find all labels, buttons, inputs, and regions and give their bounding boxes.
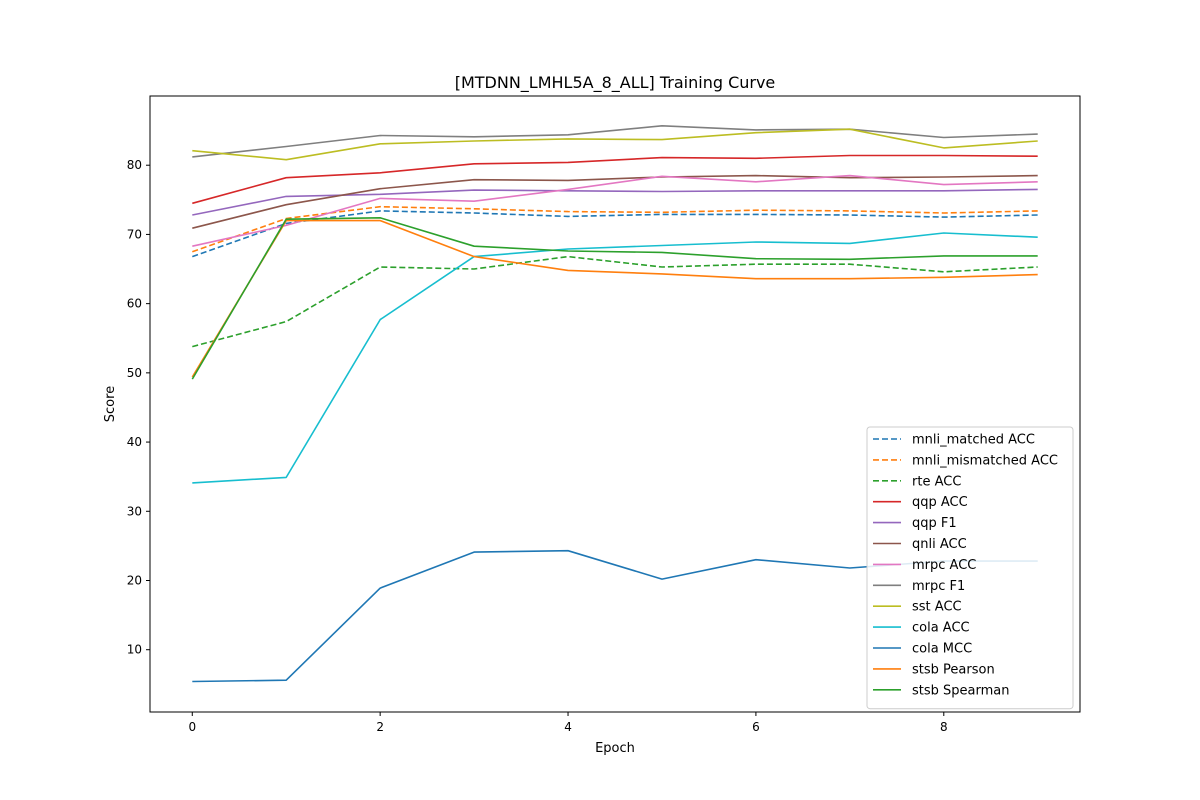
series-line-2 (192, 255, 1038, 348)
legend-label: qqp ACC (912, 495, 968, 510)
legend-label: stsb Pearson (912, 662, 995, 677)
legend-label: mrpc ACC (912, 558, 976, 573)
y-axis-label: Score (103, 386, 118, 422)
y-tick-label: 40 (127, 435, 142, 449)
plot-area (149, 95, 1081, 713)
y-tick-label: 60 (127, 297, 142, 311)
x-axis-label: Epoch (595, 741, 635, 756)
legend-label: mnli_mismatched ACC (912, 453, 1058, 468)
x-tick-label: 0 (188, 720, 196, 734)
x-tick-label: 2 (376, 720, 384, 734)
series-line-6 (192, 174, 1038, 247)
legend-label: stsb Spearman (912, 683, 1009, 698)
series-line-5 (192, 174, 1038, 229)
series-line-9 (192, 232, 1038, 484)
series-line-12 (191, 217, 1038, 380)
x-axis: 0 2 4 6 8 (188, 712, 948, 734)
legend-label: sst ACC (912, 600, 962, 615)
legend-label: mnli_matched ACC (912, 433, 1035, 448)
series-line-0 (192, 210, 1038, 258)
y-tick-label: 50 (127, 366, 142, 380)
legend-label: rte ACC (912, 474, 961, 489)
series-line-3 (192, 154, 1038, 205)
plot-frame (149, 95, 1081, 713)
y-tick-label: 30 (127, 504, 142, 518)
series-line-11 (191, 219, 1038, 378)
legend-label: qqp F1 (912, 516, 957, 531)
x-tick-label: 6 (752, 720, 760, 734)
legend-label: cola ACC (912, 621, 970, 636)
legend-box (866, 426, 1074, 710)
series-lines (191, 125, 1038, 683)
legend-label: cola MCC (912, 642, 972, 657)
series-line-8 (192, 128, 1038, 161)
y-tick-label: 20 (127, 573, 142, 587)
y-tick-label: 80 (127, 158, 142, 172)
y-axis: 10 20 30 40 50 60 70 80 (127, 158, 150, 657)
y-tick-label: 70 (127, 227, 142, 241)
y-tick-label: 10 (127, 643, 142, 657)
chart-title: [MTDNN_LMHL5A_8_ALL] Training Curve (455, 73, 776, 93)
legend-label: qnli ACC (912, 537, 967, 552)
series-line-7 (192, 125, 1038, 158)
legend-label: mrpc F1 (912, 579, 965, 594)
series-line-1 (192, 205, 1038, 253)
x-tick-label: 8 (940, 720, 948, 734)
legend: mnli_matched ACC mnli_mismatched ACC rte A… (866, 426, 1074, 710)
series-line-4 (192, 188, 1038, 216)
x-tick-label: 4 (564, 720, 572, 734)
